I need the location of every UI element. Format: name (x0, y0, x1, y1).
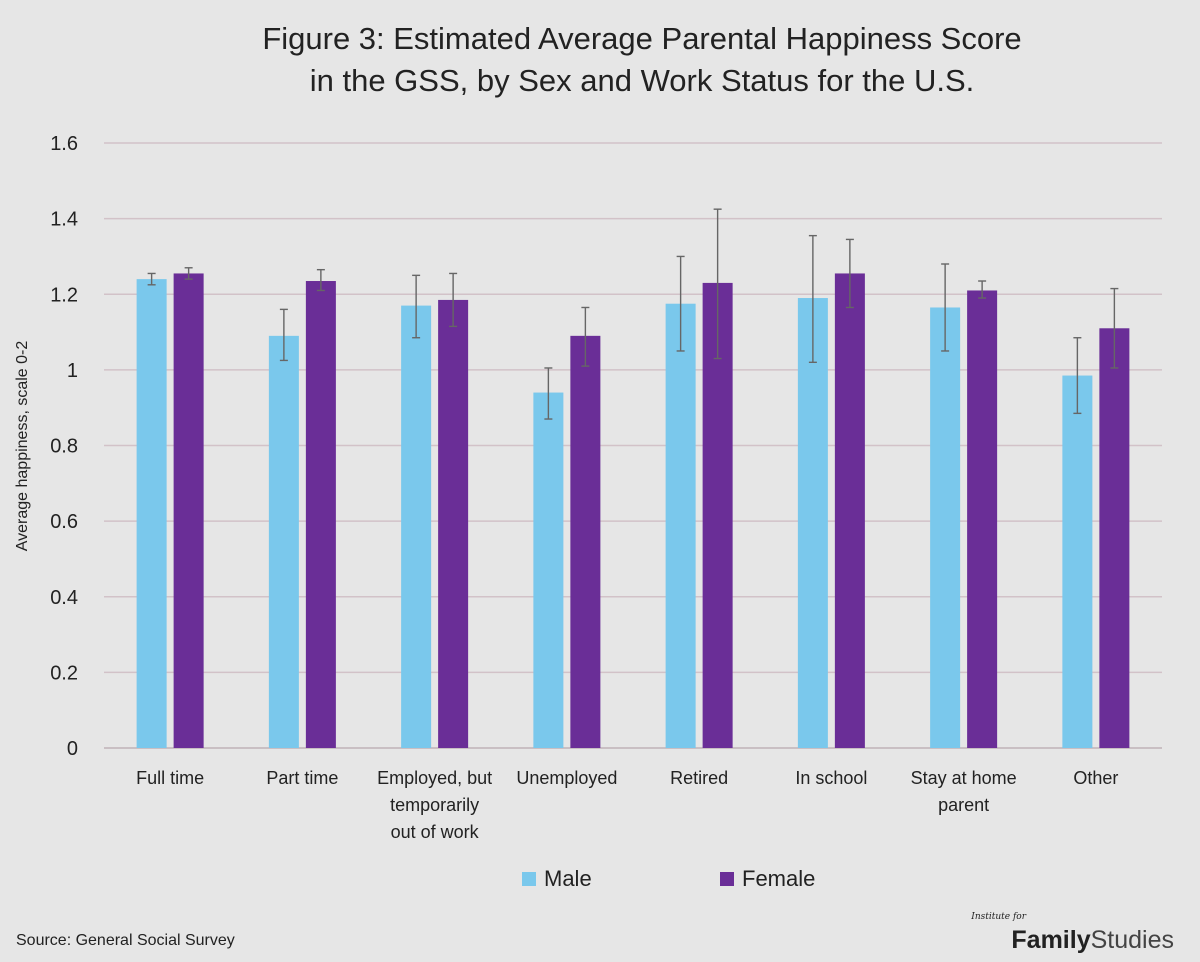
bar-male (136, 279, 167, 748)
bar-female (834, 273, 865, 748)
legend-item-female: Female (720, 866, 815, 892)
bar-female (570, 335, 601, 748)
bar-male (533, 392, 564, 748)
bar-female (967, 290, 998, 748)
legend-swatch-female (720, 872, 734, 886)
bar-female (173, 273, 204, 748)
x-tick-label: Stay at home parent (911, 768, 1017, 815)
x-tick-label: Retired (670, 768, 728, 788)
y-axis-label: Average happiness, scale 0-2 (14, 341, 31, 552)
chart-title: Figure 3: Estimated Average Parental Hap… (0, 18, 1200, 102)
bar-male (1062, 375, 1093, 748)
y-tick-label: 0.2 (50, 662, 78, 684)
legend-item-male: Male (522, 866, 592, 892)
y-tick-label: 0.8 (50, 436, 78, 458)
error-bars (147, 208, 1119, 420)
logo-light-text: Studies (1090, 926, 1174, 954)
bar-female (1099, 328, 1130, 748)
y-axis-ticks: 0 0.2 0.4 0.6 0.8 1 1.2 1.4 1.6 (50, 133, 78, 760)
x-tick-label: Part time (266, 768, 338, 788)
x-tick-label: Unemployed (516, 768, 617, 788)
y-tick-label: 1.4 (50, 209, 78, 231)
legend: Male Female (0, 866, 1200, 896)
bar-male (401, 305, 432, 748)
x-tick-label: Other (1073, 768, 1118, 788)
legend-swatch-male (522, 872, 536, 886)
y-tick-label: 1.6 (50, 133, 78, 155)
bar-female (702, 282, 733, 748)
bar-female (438, 299, 469, 748)
institute-logo: Institute for FamilyStudies (971, 912, 1174, 955)
x-tick-label: Full time (136, 768, 204, 788)
chart-title-line-1: Figure 3: Estimated Average Parental Hap… (262, 21, 1022, 56)
legend-label-female: Female (742, 866, 816, 891)
source-note: Source: General Social Survey (16, 932, 235, 949)
bar-male (797, 298, 828, 748)
y-tick-label: 0.6 (50, 511, 78, 533)
x-tick-label: Employed, but temporarily out of work (377, 768, 492, 842)
y-tick-label: 0 (67, 738, 78, 760)
bar-chart: 0 0.2 0.4 0.6 0.8 1 1.2 1.4 1.6 Full time Part ti… (14, 133, 1162, 842)
bar-male (930, 307, 961, 748)
x-axis-labels: Full time Part time Employed, but temporari… (136, 768, 1118, 842)
y-tick-label: 1 (67, 360, 78, 382)
bar-female (305, 281, 336, 748)
logo-small-text: Institute for (971, 912, 1026, 922)
legend-label-male: Male (544, 866, 592, 891)
bars (136, 273, 1130, 748)
y-tick-label: 0.4 (50, 587, 78, 609)
chart-title-line-2: in the GSS, by Sex and Work Status for t… (309, 63, 975, 98)
bar-male (665, 303, 696, 748)
y-tick-label: 1.2 (50, 284, 78, 306)
bar-male (268, 335, 299, 748)
gridlines (104, 142, 1162, 749)
logo-bold-text: Family (1011, 926, 1091, 954)
x-tick-label: In school (795, 768, 867, 788)
